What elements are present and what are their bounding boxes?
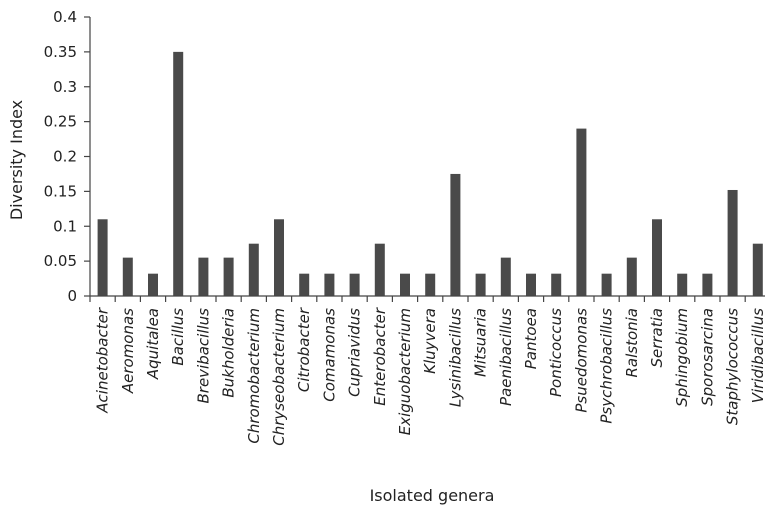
- bar-ralstonia: [626, 257, 637, 296]
- bar-viridibacillus: [752, 243, 763, 296]
- y-tick-label: 0.4: [53, 8, 77, 26]
- bar-psuedomonas: [576, 128, 587, 296]
- bar-bukholderia: [223, 257, 234, 296]
- y-tick-label: 0: [67, 287, 77, 305]
- x-tick-label: Serratia: [648, 308, 666, 368]
- x-tick-label: Bacillus: [169, 308, 187, 366]
- x-tick-label: Lysinibacillus: [446, 308, 464, 407]
- x-tick-label: Pantoea: [522, 308, 540, 369]
- bar-lysinibacillus: [450, 173, 461, 296]
- bar-kluyvera: [425, 273, 436, 296]
- y-tick-label: 0.35: [44, 43, 77, 61]
- bar-brevibacillus: [198, 257, 209, 296]
- x-tick-label: Acinetobacter: [94, 307, 112, 414]
- y-tick-label: 0.1: [53, 217, 77, 235]
- bar-ponticoccus: [551, 273, 562, 296]
- x-tick-label: Ponticoccus: [547, 308, 565, 397]
- x-tick-label: Psychrobacillus: [598, 308, 616, 424]
- x-tick-label: Psuedomonas: [572, 308, 590, 413]
- bar-sporosarcina: [702, 273, 713, 296]
- bar-paenibacillus: [500, 257, 511, 296]
- x-tick-label: Chromobacterium: [245, 308, 263, 444]
- bar-psychrobacillus: [601, 273, 612, 296]
- bars: [97, 51, 763, 296]
- x-tick-label: Bukholderia: [220, 308, 238, 398]
- x-tick-label: Comamonas: [320, 308, 338, 402]
- y-axis-ticks: 0 0.05 0.1 0.15 0.2 0.25 0.3 0.35 0.4: [44, 8, 90, 305]
- y-axis-title: Diversity Index: [7, 100, 26, 220]
- bar-enterobacter: [374, 243, 385, 296]
- bar-exiguobacterium: [400, 273, 410, 296]
- bar-serratia: [652, 219, 662, 296]
- bar-chryseobacterium: [274, 219, 284, 296]
- x-tick-label: Viridibacillus: [749, 308, 765, 403]
- bar-aquitalea: [148, 273, 158, 296]
- x-axis-tick-labels: Acinetobacter Aeromonas Aquitalea Bacillus B…: [94, 307, 765, 446]
- x-tick-label: Mitsuaria: [472, 308, 490, 377]
- bar-cupriavidus: [349, 273, 360, 296]
- x-axis-title: Isolated genera: [370, 486, 495, 505]
- y-tick-label: 0.3: [53, 78, 77, 96]
- x-tick-label: Ralstonia: [623, 308, 641, 378]
- y-tick-label: 0.2: [53, 148, 77, 166]
- bar-mitsuaria: [475, 273, 486, 296]
- x-tick-label: Sporosarcina: [698, 308, 716, 406]
- y-tick-label: 0.05: [44, 252, 77, 270]
- bar-chromobacterium: [248, 243, 259, 296]
- y-tick-label: 0.15: [44, 182, 77, 200]
- y-tick-label: 0.25: [44, 113, 77, 131]
- bar-comamonas: [324, 273, 335, 296]
- x-tick-label: Chryseobacterium: [270, 308, 288, 446]
- x-tick-label: Kluyvera: [421, 308, 439, 374]
- x-tick-label: Aeromonas: [119, 308, 137, 394]
- x-tick-label: Sphingobium: [673, 308, 691, 407]
- x-tick-label: Enterobacter: [371, 307, 389, 406]
- x-tick-label: Staphylococcus: [724, 308, 742, 425]
- bar-bacillus: [173, 51, 184, 296]
- bar-aeromonas: [122, 257, 133, 296]
- x-tick-label: Brevibacillus: [194, 308, 212, 404]
- x-tick-label: Citrobacter: [295, 307, 313, 392]
- bar-pantoea: [526, 273, 536, 296]
- bar-staphylococcus: [727, 189, 738, 296]
- x-tick-label: Cupriavidus: [346, 308, 364, 397]
- x-axis-ticks: [89, 296, 746, 302]
- bar-citrobacter: [299, 273, 310, 296]
- x-tick-label: Aquitalea: [144, 308, 162, 380]
- bar-sphingobium: [677, 273, 688, 296]
- x-tick-label: Paenibacillus: [497, 308, 515, 406]
- bar-acinetobacter: [97, 219, 108, 296]
- x-tick-label: Exiguobacterium: [396, 308, 414, 435]
